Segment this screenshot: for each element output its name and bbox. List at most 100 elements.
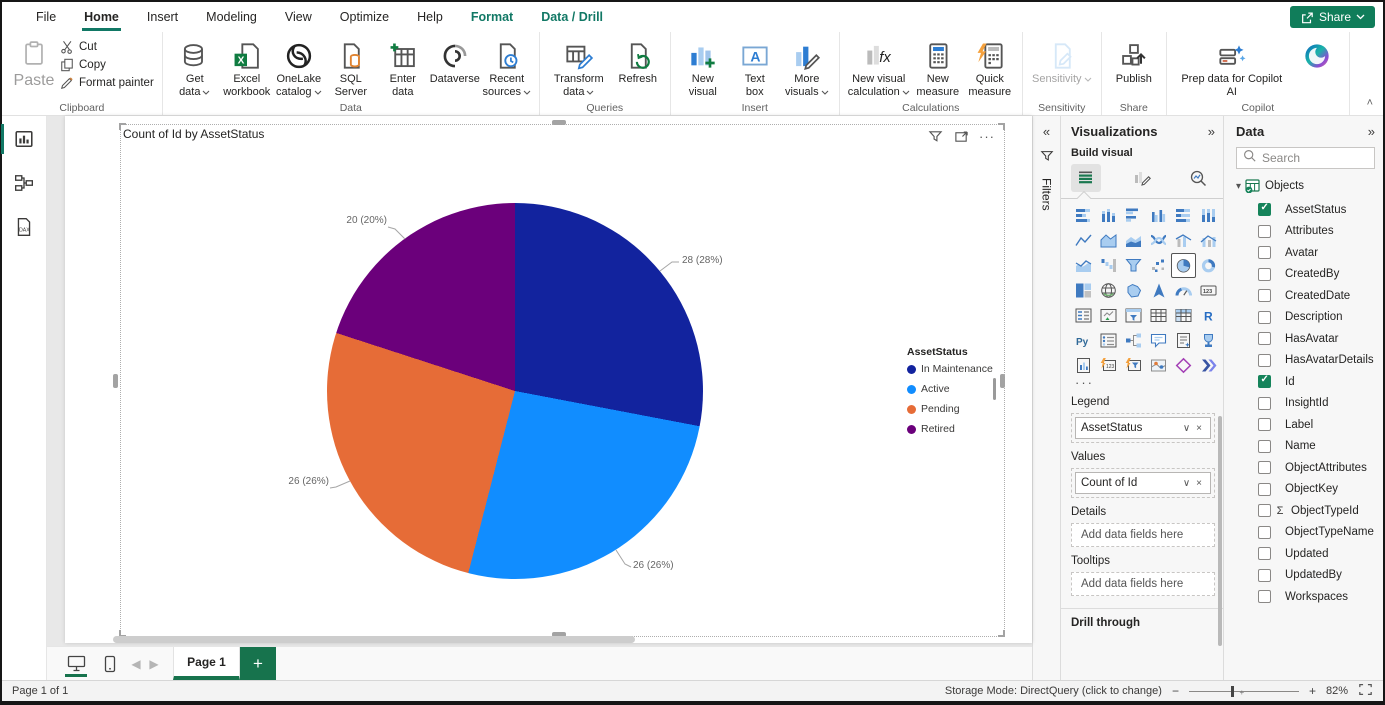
checkbox-attributes[interactable] — [1258, 224, 1271, 238]
field-row-workspaces[interactable]: Workspaces — [1236, 586, 1375, 608]
visual-type-line-and-area-chart[interactable] — [1071, 253, 1096, 278]
collapse-data-pane-icon[interactable]: » — [1367, 124, 1375, 139]
checkbox-objectattributes[interactable] — [1258, 461, 1271, 475]
visual-type-power-automate-funnel[interactable] — [1121, 353, 1146, 378]
prep-data-for-copilot-ai-button[interactable]: Prep data for Copilot AI — [1173, 36, 1291, 98]
zoom-slider[interactable]: + — [1188, 685, 1299, 697]
visual-type-smart-narrative[interactable] — [1171, 328, 1196, 353]
visual-type-power-automate-123[interactable]: 123 — [1096, 353, 1121, 378]
visual-type-line-stacked-column-chart[interactable] — [1171, 228, 1196, 253]
field-row-updatedby[interactable]: UpdatedBy — [1236, 565, 1375, 587]
visual-type-donut-chart[interactable] — [1196, 253, 1221, 278]
checkbox-label[interactable] — [1258, 418, 1271, 432]
recent-sources-button[interactable]: Recent sources — [481, 36, 533, 98]
field-well-dropzone[interactable]: Add data fields here — [1071, 523, 1215, 547]
sql-server-button[interactable]: SQL Server — [325, 36, 377, 98]
visual-type-python-visual[interactable]: Py — [1071, 328, 1096, 353]
checkbox-objecttypename[interactable] — [1258, 525, 1271, 539]
report-page[interactable]: Count of Id by AssetStatus ··· 28 (28%) — [65, 116, 1032, 643]
checkbox-insightid[interactable] — [1258, 396, 1271, 410]
field-well-dropzone[interactable]: AssetStatus ∨ × — [1071, 413, 1215, 443]
filters-pane-label[interactable]: Filters — [1039, 178, 1054, 211]
legend-scrollbar[interactable] — [993, 378, 996, 400]
canvas-horizontal-scrollbar[interactable] — [113, 636, 635, 643]
visual-type-clustered-column-chart[interactable] — [1146, 203, 1171, 228]
new-measure-button[interactable]: New measure — [912, 36, 964, 98]
visual-type-100-stacked-bar-chart[interactable] — [1171, 203, 1196, 228]
checkbox-description[interactable] — [1258, 310, 1271, 324]
visual-type-line-clustered-column-chart[interactable] — [1196, 228, 1221, 253]
field-row-hasavatardetails[interactable]: HasAvatarDetails — [1236, 350, 1375, 372]
visual-type-funnel-chart[interactable] — [1121, 253, 1146, 278]
visual-type-ribbon-chart[interactable] — [1146, 228, 1171, 253]
visual-type-waterfall-chart[interactable] — [1096, 253, 1121, 278]
field-pill-count-of-id[interactable]: Count of Id ∨ × — [1075, 472, 1211, 494]
storage-mode-status[interactable]: Storage Mode: DirectQuery (click to chan… — [944, 685, 1162, 697]
visual-type-100-stacked-column-chart[interactable] — [1196, 203, 1221, 228]
publish-button[interactable]: Publish — [1108, 36, 1160, 86]
visual-type-matrix[interactable] — [1171, 303, 1196, 328]
previous-page-arrow[interactable]: ◀ — [131, 656, 141, 671]
field-well-dropzone[interactable]: Add data fields here — [1071, 572, 1215, 596]
visual-type-metrics[interactable] — [1196, 328, 1221, 353]
clipboard-format-painter-button[interactable]: Format painter — [60, 76, 154, 90]
visual-type-gauge[interactable] — [1171, 278, 1196, 303]
build-visual-tab[interactable] — [1071, 164, 1101, 192]
checkbox-updated[interactable] — [1258, 547, 1271, 561]
more-visual-types-icon[interactable]: ··· — [1075, 375, 1094, 390]
checkbox-assetstatus[interactable] — [1258, 202, 1271, 217]
field-row-hasavatar[interactable]: HasAvatar — [1236, 328, 1375, 350]
visual-type-kpi[interactable] — [1096, 303, 1121, 328]
data-search-box[interactable] — [1236, 147, 1375, 169]
new-page-button[interactable]: + — [240, 647, 276, 680]
field-row-label[interactable]: Label — [1236, 414, 1375, 436]
visual-type-stacked-area-chart[interactable] — [1121, 228, 1146, 253]
resize-handle-right[interactable] — [1000, 374, 1005, 388]
checkbox-name[interactable] — [1258, 439, 1271, 453]
visual-type-q-and-a[interactable] — [1146, 328, 1171, 353]
field-well-dropzone[interactable]: Count of Id ∨ × — [1071, 468, 1215, 498]
visual-type-treemap[interactable] — [1071, 278, 1096, 303]
remove-field-icon[interactable]: × — [1196, 422, 1202, 434]
focus-mode-icon[interactable] — [953, 128, 970, 145]
expand-filters-icon[interactable]: « — [1042, 124, 1051, 139]
collapse-visualizations-icon[interactable]: » — [1207, 124, 1215, 139]
menu-modeling[interactable]: Modeling — [206, 10, 257, 24]
visual-type-slicer[interactable] — [1121, 303, 1146, 328]
visual-type-arcgis-map[interactable] — [1146, 353, 1171, 378]
field-row-createdby[interactable]: CreatedBy — [1236, 264, 1375, 286]
clipboard-copy-button[interactable]: Copy — [60, 58, 154, 72]
dataverse-button[interactable]: Dataverse — [429, 36, 481, 86]
text-box-button[interactable]: A Text box — [729, 36, 781, 98]
resize-handle-bottom-right[interactable] — [998, 630, 1005, 637]
remove-field-icon[interactable]: × — [1196, 477, 1202, 489]
ribbon-collapse-chevron[interactable]: ˄ — [1366, 97, 1373, 109]
pie-chart[interactable] — [327, 203, 703, 579]
refresh-button[interactable]: Refresh — [612, 36, 664, 86]
checkbox-updatedby[interactable] — [1258, 568, 1271, 582]
visual-type-map[interactable] — [1096, 278, 1121, 303]
checkbox-avatar[interactable] — [1258, 246, 1271, 260]
fit-to-page-icon[interactable] — [1358, 683, 1373, 699]
visual-type-list-slicer[interactable] — [1096, 328, 1121, 353]
menu-data-drill[interactable]: Data / Drill — [541, 10, 604, 24]
menu-insert[interactable]: Insert — [146, 10, 179, 24]
field-row-insightid[interactable]: InsightId — [1236, 393, 1375, 415]
field-row-objectattributes[interactable]: ObjectAttributes — [1236, 457, 1375, 479]
more-visuals-button[interactable]: More visuals — [781, 36, 833, 98]
field-row-objecttypeid[interactable]: Σ ObjectTypeId — [1236, 500, 1375, 522]
visual-type-stacked-bar-chart[interactable] — [1071, 203, 1096, 228]
search-input[interactable] — [1262, 151, 1368, 165]
menu-home[interactable]: Home — [70, 2, 133, 32]
field-row-createddate[interactable]: CreatedDate — [1236, 285, 1375, 307]
visual-type-azure-map[interactable] — [1146, 278, 1171, 303]
field-row-description[interactable]: Description — [1236, 307, 1375, 329]
checkbox-id[interactable] — [1258, 374, 1271, 389]
quick-measure-button[interactable]: Quick measure — [964, 36, 1016, 98]
visualizations-scrollbar[interactable] — [1218, 416, 1222, 646]
field-row-objectkey[interactable]: ObjectKey — [1236, 479, 1375, 501]
menu-view[interactable]: View — [284, 10, 312, 24]
visual-type-clustered-bar-chart[interactable] — [1121, 203, 1146, 228]
visual-type-card[interactable]: 123 — [1196, 278, 1221, 303]
field-row-id[interactable]: Id — [1236, 371, 1375, 393]
